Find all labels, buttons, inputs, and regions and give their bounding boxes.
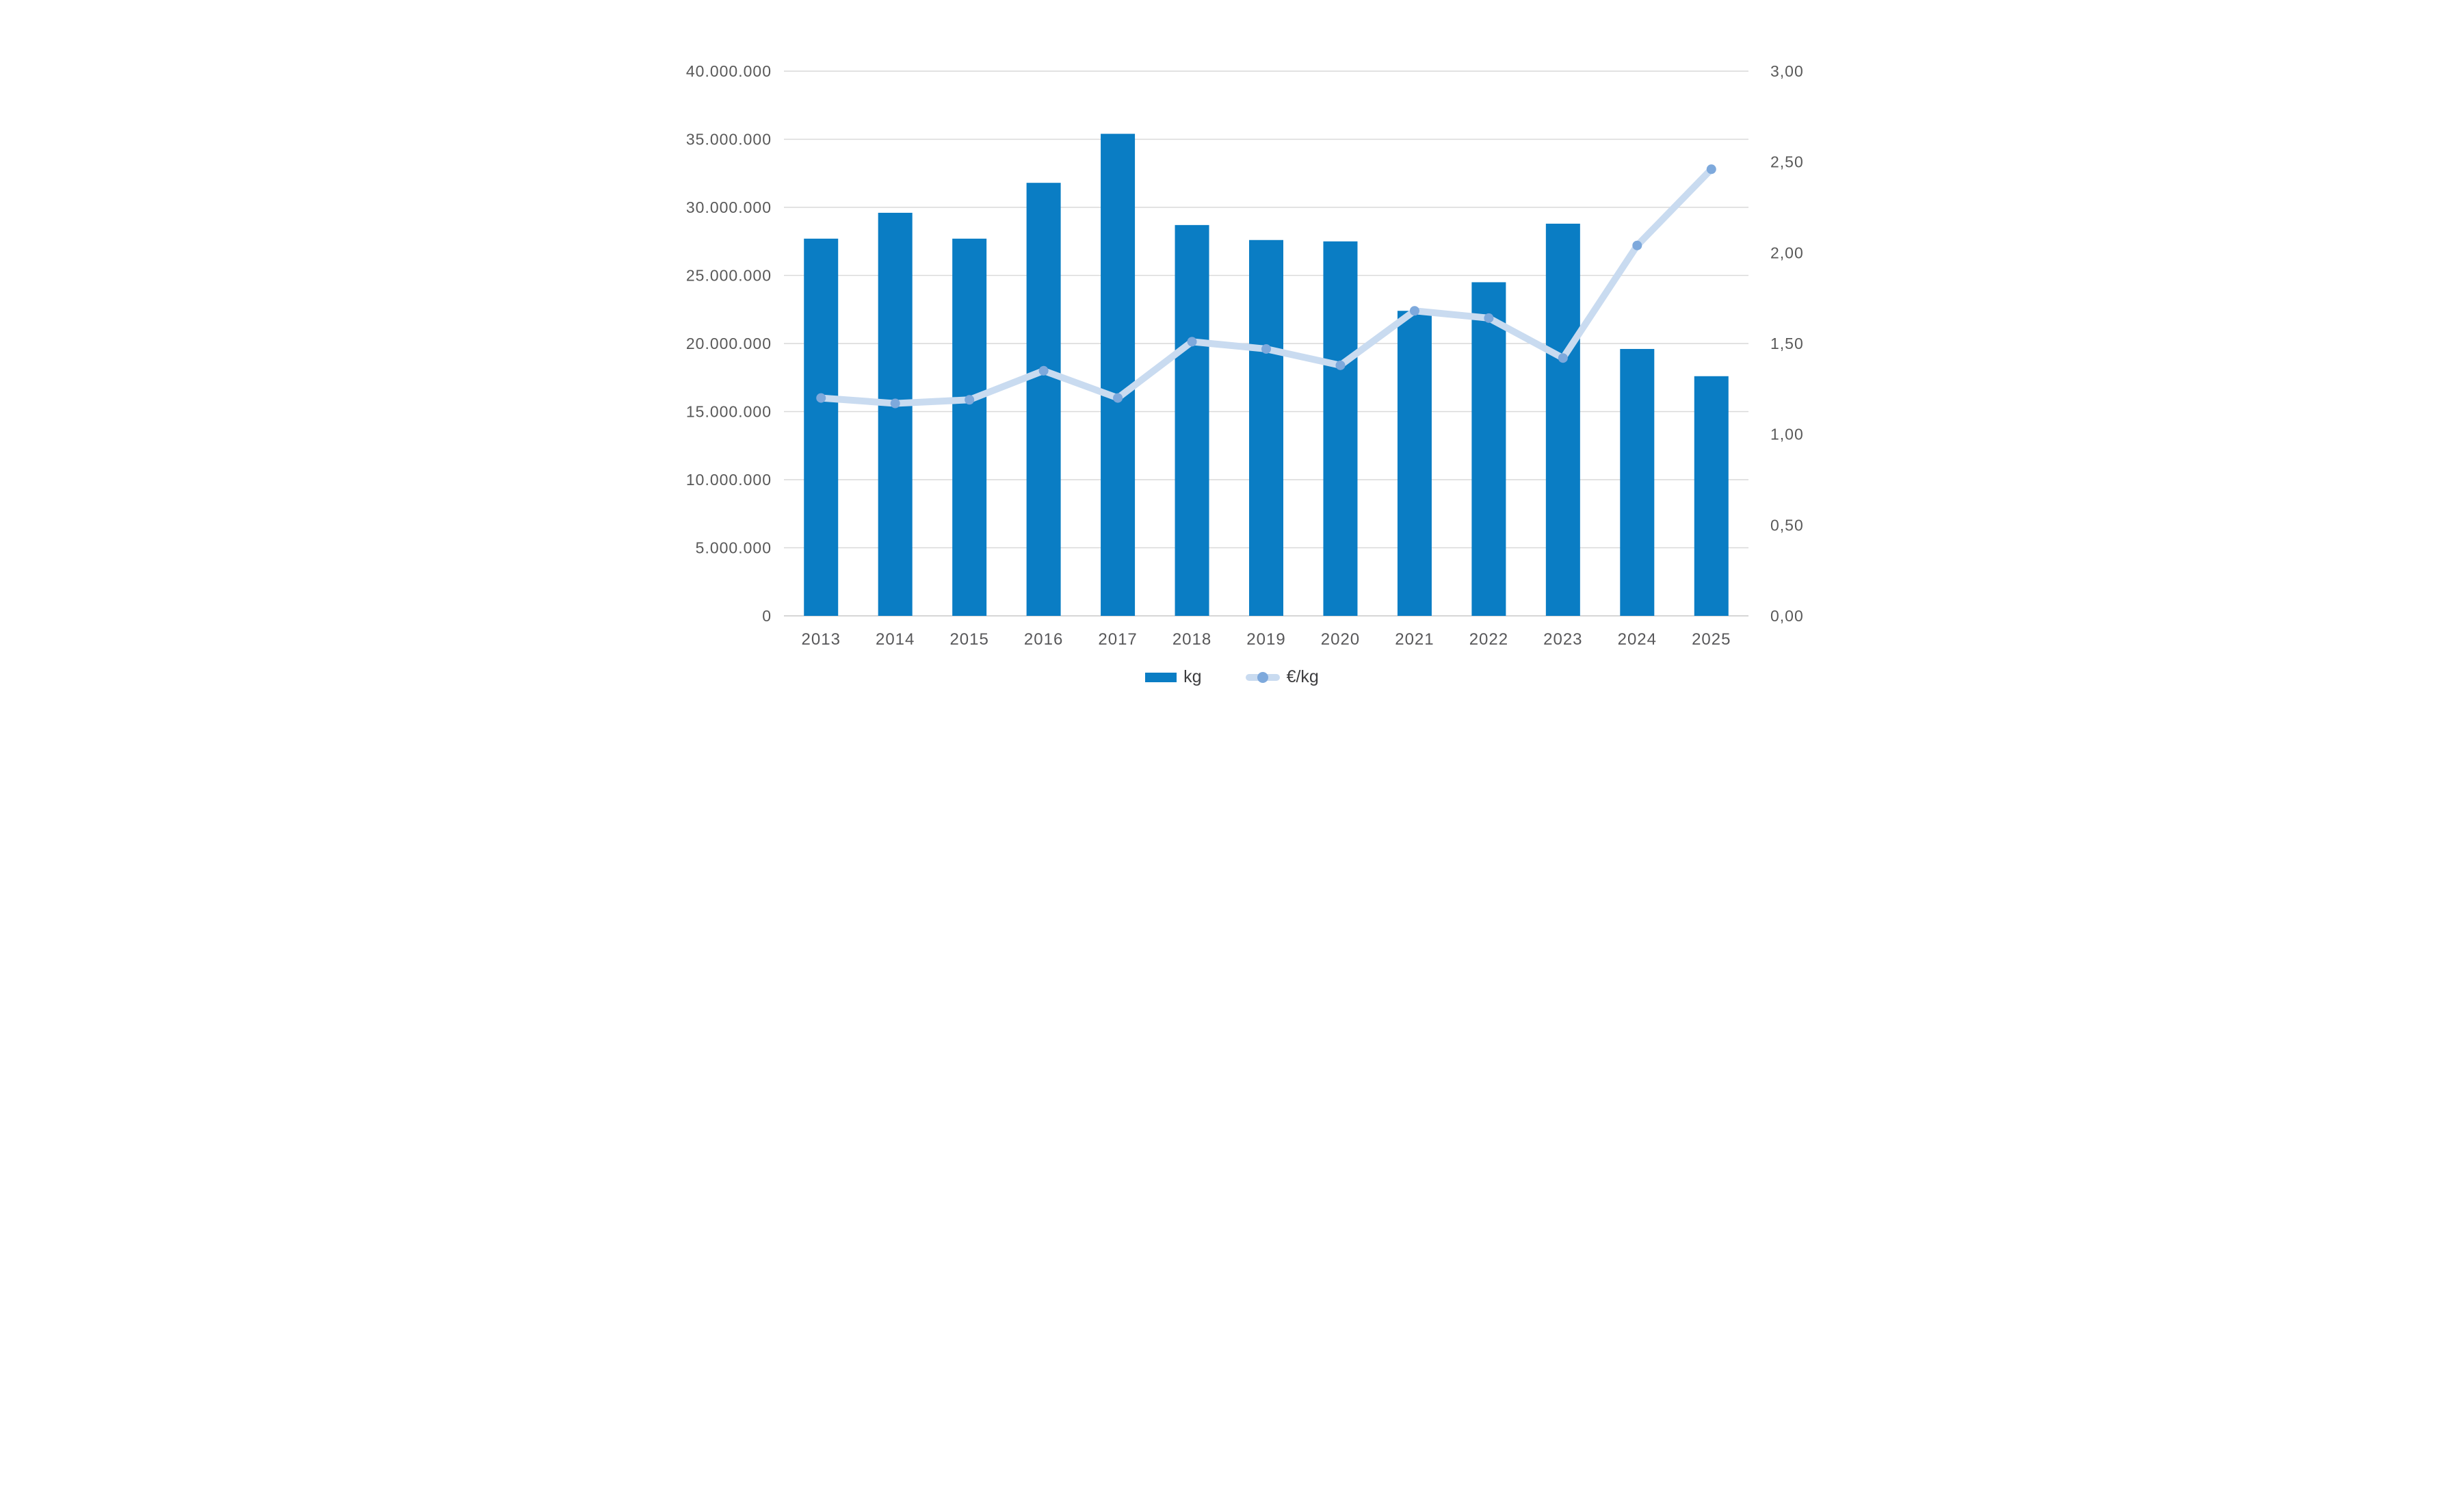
eurkg-point-2025 <box>1706 164 1716 174</box>
eurkg-point-2014 <box>890 398 900 409</box>
bar-2018 <box>1175 224 1209 616</box>
legend-item-kg: kg <box>1145 667 1202 687</box>
x-axis-label-2013: 2013 <box>801 630 840 649</box>
eurkg-point-2023 <box>1558 353 1568 363</box>
right-axis-tick-label: 3,00 <box>1770 62 1804 80</box>
left-axis-tick-label: 5.000.000 <box>695 539 771 557</box>
bar-2023 <box>1545 223 1580 616</box>
x-axis-label-2021: 2021 <box>1395 630 1434 649</box>
eurkg-line-swatch-icon <box>1245 671 1280 683</box>
bar-2019 <box>1248 239 1283 616</box>
eurkg-point-2018 <box>1187 337 1197 347</box>
left-axis-tick-label: 0 <box>762 607 772 625</box>
eurkg-point-2013 <box>815 393 826 403</box>
plot-area: 40.000.000 35.000.000 30.000.000 25.000.000… <box>685 62 1804 649</box>
x-axis-label-2016: 2016 <box>1023 630 1062 649</box>
eurkg-point-2016 <box>1038 365 1049 376</box>
x-axis-label-2025: 2025 <box>1692 630 1731 649</box>
x-axis-label-2015: 2015 <box>949 630 988 649</box>
right-axis-tick-label: 1,00 <box>1770 426 1804 443</box>
bar-2020 <box>1322 241 1357 616</box>
bar-2025 <box>1694 376 1729 616</box>
right-axis-tick-label: 2,50 <box>1770 153 1804 171</box>
eurkg-point-2019 <box>1261 344 1271 354</box>
bar-2022 <box>1471 282 1506 616</box>
left-axis-tick-label: 20.000.000 <box>685 335 771 352</box>
eurkg-point-2022 <box>1483 313 1493 323</box>
bar-2015 <box>952 238 986 616</box>
eurkg-marker-dot-icon <box>1257 671 1268 683</box>
left-axis-tick-label: 25.000.000 <box>685 267 771 285</box>
bar-2017 <box>1100 133 1135 617</box>
legend-item-eurkg: €/kg <box>1245 667 1319 687</box>
x-axis-label-2023: 2023 <box>1543 630 1582 649</box>
x-axis-label-2024: 2024 <box>1617 630 1656 649</box>
eurkg-point-2017 <box>1112 393 1123 403</box>
right-axis-tick-label: 0,50 <box>1770 516 1804 534</box>
eurkg-point-2024 <box>1631 240 1642 250</box>
left-axis-tick-label: 10.000.000 <box>685 471 771 489</box>
right-axis-tick-label: 1,50 <box>1770 335 1804 352</box>
combo-chart: 40.000.000 35.000.000 30.000.000 25.000.000… <box>616 0 1848 751</box>
bar-2021 <box>1397 311 1432 616</box>
x-axis-label-2014: 2014 <box>875 630 914 649</box>
bar-2016 <box>1026 183 1061 616</box>
chart-legend: kg €/kg <box>616 667 1848 687</box>
legend-eurkg-label: €/kg <box>1286 667 1319 686</box>
bar-2024 <box>1619 348 1654 616</box>
x-axis-label-2017: 2017 <box>1098 630 1137 649</box>
eurkg-point-2021 <box>1409 306 1419 316</box>
x-axis-label-2020: 2020 <box>1320 630 1359 649</box>
kg-bar-swatch-icon <box>1145 672 1177 682</box>
left-axis-tick-label: 30.000.000 <box>685 198 771 216</box>
bar-2013 <box>803 238 838 616</box>
right-axis-tick-label: 2,00 <box>1770 244 1804 261</box>
bar-2014 <box>878 212 913 617</box>
x-axis-label-2022: 2022 <box>1469 630 1508 649</box>
left-axis-tick-label: 35.000.000 <box>685 131 771 148</box>
legend-kg-label: kg <box>1183 667 1202 686</box>
right-axis-tick-label: 0,00 <box>1770 607 1804 625</box>
left-axis-tick-label: 40.000.000 <box>685 62 771 80</box>
eurkg-point-2020 <box>1335 360 1345 370</box>
eurkg-point-2015 <box>964 395 974 405</box>
x-axis-label-2018: 2018 <box>1172 630 1211 649</box>
x-axis-label-2019: 2019 <box>1246 630 1285 649</box>
left-axis-tick-label: 15.000.000 <box>685 403 771 421</box>
